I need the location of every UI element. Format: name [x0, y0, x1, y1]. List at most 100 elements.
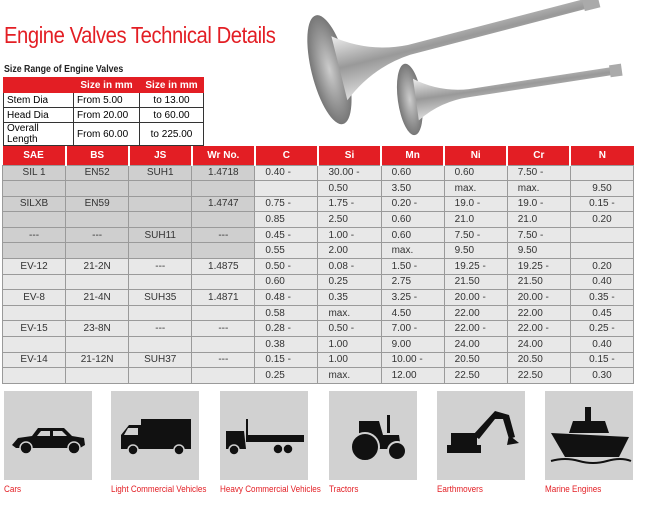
- cell-ni: 7.50 -: [443, 226, 508, 244]
- ship-icon: [550, 407, 632, 464]
- cell-wrno: [191, 273, 256, 291]
- cell-n: 0.15 -: [569, 195, 635, 213]
- cell-js: [128, 273, 193, 291]
- cell-sae: [1, 180, 67, 197]
- cell-bs: [65, 273, 130, 291]
- size-min: From 60.00: [73, 122, 140, 146]
- table-row: EV-12 21-2N --- 1.4875 0.50 -0.08 -1.50 -19.…: [1, 258, 635, 275]
- cell-n: 0.40: [569, 273, 635, 291]
- cell-sae: [1, 242, 67, 260]
- cell-n: 0.15 -: [569, 351, 635, 369]
- application-label: Heavy Commercial Vehicles: [220, 484, 321, 494]
- cell-wrno: 1.4747: [191, 195, 256, 213]
- size-range-heading: Size Range of Engine Valves: [4, 64, 124, 75]
- cell-mn: 0.20 -: [380, 195, 445, 213]
- cell-si: 1.00: [317, 351, 382, 369]
- column-header-bs: BS: [64, 146, 129, 165]
- column-header-wrno: Wr No.: [190, 146, 255, 165]
- cell-mn: 4.50: [380, 304, 445, 322]
- size-label: Head Dia: [3, 107, 74, 123]
- table-row: 0.60 0.25 2.75 21.50 21.50 0.40: [1, 273, 635, 291]
- cell-wrno: [191, 304, 256, 322]
- cell-wrno: 1.4875: [191, 258, 256, 275]
- column-header-sae: SAE: [2, 146, 66, 165]
- cell-c: 0.45 -: [254, 226, 319, 244]
- cell-wrno: [191, 336, 256, 353]
- cell-cr: 7.50 -: [506, 164, 571, 182]
- size-header-blank: [3, 77, 74, 93]
- cell-si: 1.00: [317, 336, 382, 353]
- cell-mn: 3.25 -: [380, 289, 445, 306]
- cell-cr: 20.00 -: [506, 289, 571, 306]
- cell-bs: ---: [65, 226, 130, 244]
- cell-js: [128, 242, 193, 260]
- cell-si: 0.25: [317, 273, 382, 291]
- excavator-icon: [447, 411, 519, 453]
- cell-wrno: [191, 367, 256, 384]
- cell-n: 0.25 -: [569, 320, 635, 338]
- cell-sae: [1, 273, 67, 291]
- cell-cr: 22.00: [506, 304, 571, 322]
- cell-si: max.: [317, 367, 382, 384]
- cell-wrno: [191, 211, 256, 228]
- car-icon: [12, 428, 85, 455]
- cell-c: 0.75 -: [254, 195, 319, 213]
- engine-valves-image: [307, 0, 623, 136]
- table-row: 0.85 2.50 0.60 21.0 21.0 0.20: [1, 211, 635, 228]
- column-header-mn: Mn: [380, 146, 445, 165]
- cell-js: ---: [128, 258, 193, 275]
- application-tile: [4, 391, 92, 480]
- cell-sae: EV-14: [1, 351, 67, 369]
- cell-bs: 21-12N: [65, 351, 130, 369]
- size-max: to 13.00: [139, 92, 204, 108]
- column-header-ni: Ni: [443, 146, 508, 165]
- cell-bs: [65, 336, 130, 353]
- cell-cr: 21.0: [506, 211, 571, 228]
- cell-bs: [65, 242, 130, 260]
- cell-cr: 24.00: [506, 336, 571, 353]
- cell-wrno: ---: [191, 320, 256, 338]
- cell-sae: ---: [1, 226, 67, 244]
- cell-js: [128, 367, 193, 384]
- cell-n: 0.30: [569, 367, 635, 384]
- table-row: 0.58 max. 4.50 22.00 22.00 0.45: [1, 304, 635, 322]
- cell-ni: 9.50: [443, 242, 508, 260]
- cell-n: [569, 242, 635, 260]
- cell-c: 0.85: [254, 211, 319, 228]
- cell-ni: 22.00 -: [443, 320, 508, 338]
- cell-mn: 12.00: [380, 367, 445, 384]
- cell-js: [128, 195, 193, 213]
- cell-wrno: 1.4871: [191, 289, 256, 306]
- cell-mn: 9.00: [380, 336, 445, 353]
- cell-sae: EV-15: [1, 320, 67, 338]
- cell-ni: max.: [443, 180, 508, 197]
- cell-bs: 23-8N: [65, 320, 130, 338]
- cell-ni: 22.50: [443, 367, 508, 384]
- cell-n: 0.20: [569, 211, 635, 228]
- table-row: --- --- SUH11 --- 0.45 -1.00 -0.60 7.50 -7.50…: [1, 226, 635, 244]
- size-header-max: Size in mm: [139, 77, 204, 93]
- cell-bs: [65, 211, 130, 228]
- tractor-icon: [350, 415, 407, 462]
- cell-mn: 0.60: [380, 226, 445, 244]
- cell-mn: 1.50 -: [380, 258, 445, 275]
- size-header-min: Size in mm: [73, 77, 140, 93]
- cell-bs: [65, 180, 130, 197]
- cell-si: 1.00 -: [317, 226, 382, 244]
- application-label: Cars: [4, 484, 22, 494]
- cell-bs: [65, 367, 130, 384]
- cell-sae: [1, 367, 67, 384]
- cell-wrno: ---: [191, 226, 256, 244]
- table-row: 0.55 2.00 max. 9.50 9.50: [1, 242, 635, 260]
- cell-bs: EN59: [65, 195, 130, 213]
- cell-wrno: ---: [191, 351, 256, 369]
- cell-ni: 21.0: [443, 211, 508, 228]
- table-row: SILXB EN59 1.4747 0.75 -1.75 -0.20 -19.0 -1…: [1, 195, 635, 213]
- cell-cr: max.: [506, 180, 571, 197]
- size-max: to 60.00: [139, 107, 204, 123]
- cell-si: max.: [317, 304, 382, 322]
- cell-sae: SIL 1: [1, 164, 67, 182]
- cell-c: [254, 180, 319, 197]
- cell-mn: 7.00 -: [380, 320, 445, 338]
- cell-n: 0.20: [569, 258, 635, 275]
